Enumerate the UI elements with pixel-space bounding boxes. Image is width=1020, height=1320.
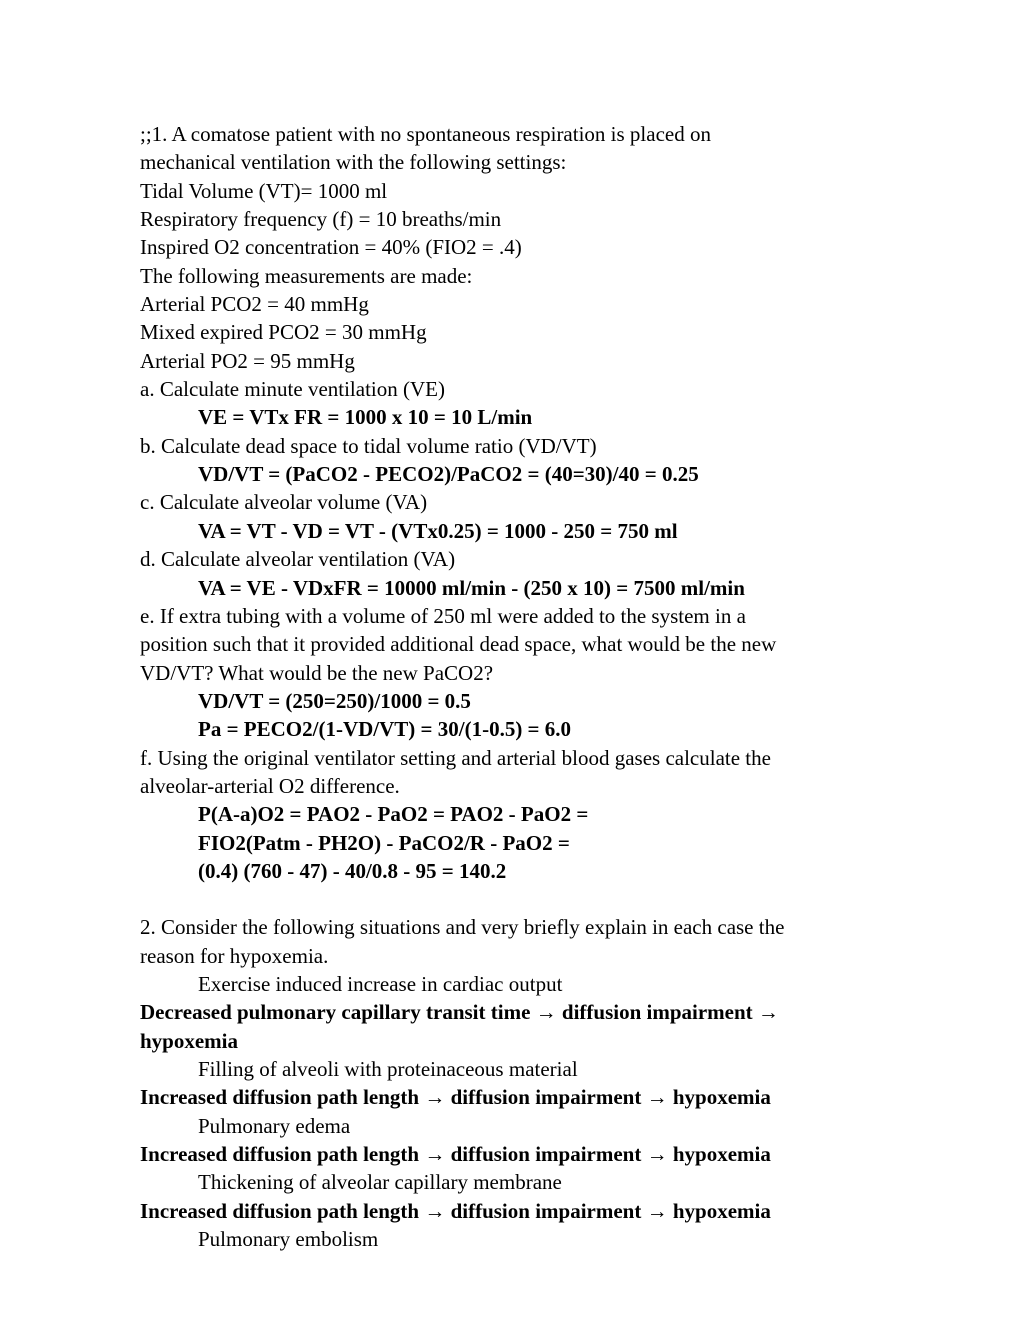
- q1f-question-2: alveolar-arterial O2 difference.: [140, 772, 880, 800]
- q2-case-3: Pulmonary edema: [140, 1112, 880, 1140]
- q1b-question: b. Calculate dead space to tidal volume …: [140, 432, 880, 460]
- q2-answer-4: Increased diffusion path length → diffus…: [140, 1197, 880, 1225]
- q1e-question-2: position such that it provided additiona…: [140, 630, 880, 658]
- q2-case-5: Pulmonary embolism: [140, 1225, 880, 1253]
- q1e-answer-1: VD/VT = (250=250)/1000 = 0.5: [140, 687, 880, 715]
- q1e-answer-2: Pa = PECO2/(1-VD/VT) = 30/(1-0.5) = 6.0: [140, 715, 880, 743]
- q1-tidal-volume: Tidal Volume (VT)= 1000 ml: [140, 177, 880, 205]
- q2-case-4: Thickening of alveolar capillary membran…: [140, 1168, 880, 1196]
- q1b-answer: VD/VT = (PaCO2 - PECO2)/PaCO2 = (40=30)/…: [140, 460, 880, 488]
- q2-case-2: Filling of alveoli with proteinaceous ma…: [140, 1055, 880, 1083]
- q2-intro-1: 2. Consider the following situations and…: [140, 913, 880, 941]
- q2-intro-2: reason for hypoxemia.: [140, 942, 880, 970]
- q2-answer-2: Increased diffusion path length → diffus…: [140, 1083, 880, 1111]
- q1f-answer-3: (0.4) (760 - 47) - 40/0.8 - 95 = 140.2: [140, 857, 880, 885]
- q1e-question-3: VD/VT? What would be the new PaCO2?: [140, 659, 880, 687]
- q2-answer-1a: Decreased pulmonary capillary transit ti…: [140, 998, 880, 1026]
- q2-answer-1b: hypoxemia: [140, 1027, 880, 1055]
- q1e-question-1: e. If extra tubing with a volume of 250 …: [140, 602, 880, 630]
- q2-answer-3: Increased diffusion path length → diffus…: [140, 1140, 880, 1168]
- q1-arterial-pco2: Arterial PCO2 = 40 mmHg: [140, 290, 880, 318]
- q1-resp-freq: Respiratory frequency (f) = 10 breaths/m…: [140, 205, 880, 233]
- q1d-question: d. Calculate alveolar ventilation (VA): [140, 545, 880, 573]
- q1-mixed-pco2: Mixed expired PCO2 = 30 mmHg: [140, 318, 880, 346]
- q1c-question: c. Calculate alveolar volume (VA): [140, 488, 880, 516]
- document-body: ;;1. A comatose patient with no spontane…: [140, 120, 880, 1253]
- q1-intro-2: mechanical ventilation with the followin…: [140, 148, 880, 176]
- q1a-question: a. Calculate minute ventilation (VE): [140, 375, 880, 403]
- section-spacer: [140, 885, 880, 913]
- q1-inspired-o2: Inspired O2 concentration = 40% (FIO2 = …: [140, 233, 880, 261]
- q1f-answer-1: P(A-a)O2 = PAO2 - PaO2 = PAO2 - PaO2 =: [140, 800, 880, 828]
- q1f-question-1: f. Using the original ventilator setting…: [140, 744, 880, 772]
- q1a-answer: VE = VTx FR = 1000 x 10 = 10 L/min: [140, 403, 880, 431]
- q2-case-1: Exercise induced increase in cardiac out…: [140, 970, 880, 998]
- q1-arterial-po2: Arterial PO2 = 95 mmHg: [140, 347, 880, 375]
- q1f-answer-2: FIO2(Patm - PH2O) - PaCO2/R - PaO2 =: [140, 829, 880, 857]
- q1-intro-1: ;;1. A comatose patient with no spontane…: [140, 120, 880, 148]
- q1c-answer: VA = VT - VD = VT - (VTx0.25) = 1000 - 2…: [140, 517, 880, 545]
- q1d-answer: VA = VE - VDxFR = 10000 ml/min - (250 x …: [140, 574, 880, 602]
- q1-measurements-label: The following measurements are made:: [140, 262, 880, 290]
